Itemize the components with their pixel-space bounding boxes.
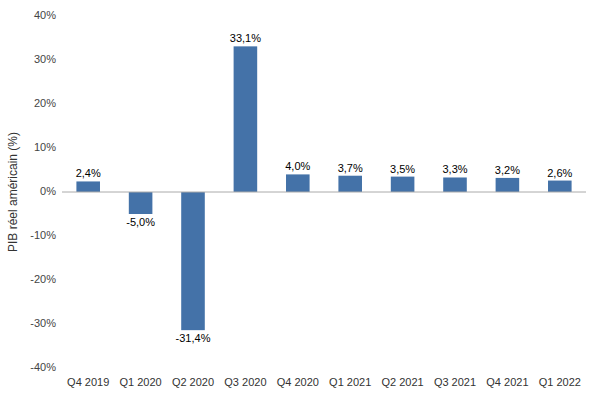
data-label: 3,5% bbox=[390, 163, 415, 175]
y-tick-label: -40% bbox=[30, 361, 56, 373]
x-tick-label: Q2 2020 bbox=[172, 376, 214, 388]
x-tick-label: Q4 2020 bbox=[277, 376, 319, 388]
x-tick-label: Q3 2021 bbox=[434, 376, 476, 388]
chart-svg: -40% -30% -20% -10% 0% 10% 20% 30% 40% PIB réel a… bbox=[0, 0, 600, 398]
bar bbox=[548, 181, 572, 192]
data-labels: 2,4% -5,0% -31,4% 33,1% 4,0% 3,7% 3,5% 3,3% 3,2%… bbox=[76, 32, 573, 344]
data-label: -31,4% bbox=[176, 332, 211, 344]
x-tick-label: Q1 2022 bbox=[539, 376, 581, 388]
data-label: 2,6% bbox=[547, 167, 572, 179]
y-axis: -40% -30% -20% -10% 0% 10% 20% 30% 40% bbox=[30, 9, 56, 373]
y-tick-label: -30% bbox=[30, 317, 56, 329]
bar bbox=[181, 192, 205, 330]
bar bbox=[338, 176, 362, 192]
chart-container: -40% -30% -20% -10% 0% 10% 20% 30% 40% PIB réel a… bbox=[0, 0, 600, 398]
y-axis-title: PIB réel américain (%) bbox=[6, 132, 20, 252]
y-tick-label: 10% bbox=[34, 141, 56, 153]
data-label: 3,3% bbox=[442, 163, 467, 175]
bar bbox=[286, 174, 310, 192]
x-tick-label: Q4 2021 bbox=[486, 376, 528, 388]
x-tick-label: Q1 2020 bbox=[119, 376, 161, 388]
y-tick-label: -10% bbox=[30, 229, 56, 241]
data-label: 4,0% bbox=[285, 160, 310, 172]
baseline bbox=[62, 192, 586, 193]
y-tick-label: 30% bbox=[34, 53, 56, 65]
y-tick-label: 0% bbox=[40, 185, 56, 197]
data-label: 3,2% bbox=[495, 164, 520, 176]
x-tick-label: Q3 2020 bbox=[224, 376, 266, 388]
bars bbox=[76, 46, 571, 330]
y-tick-label: -20% bbox=[30, 273, 56, 285]
data-label: 3,7% bbox=[338, 162, 363, 174]
x-axis: Q4 2019 Q1 2020 Q2 2020 Q3 2020 Q4 2020 Q1 20… bbox=[67, 376, 581, 388]
x-tick-label: Q1 2021 bbox=[329, 376, 371, 388]
bar bbox=[76, 181, 100, 192]
bar bbox=[496, 178, 520, 192]
bar bbox=[234, 46, 258, 192]
x-tick-label: Q2 2021 bbox=[381, 376, 423, 388]
bar bbox=[129, 192, 153, 214]
data-label: 33,1% bbox=[230, 32, 261, 44]
y-tick-label: 20% bbox=[34, 97, 56, 109]
data-label: 2,4% bbox=[76, 167, 101, 179]
bar bbox=[391, 177, 415, 192]
bar bbox=[443, 177, 467, 192]
x-tick-label: Q4 2019 bbox=[67, 376, 109, 388]
data-label: -5,0% bbox=[126, 216, 155, 228]
y-tick-label: 40% bbox=[34, 9, 56, 21]
